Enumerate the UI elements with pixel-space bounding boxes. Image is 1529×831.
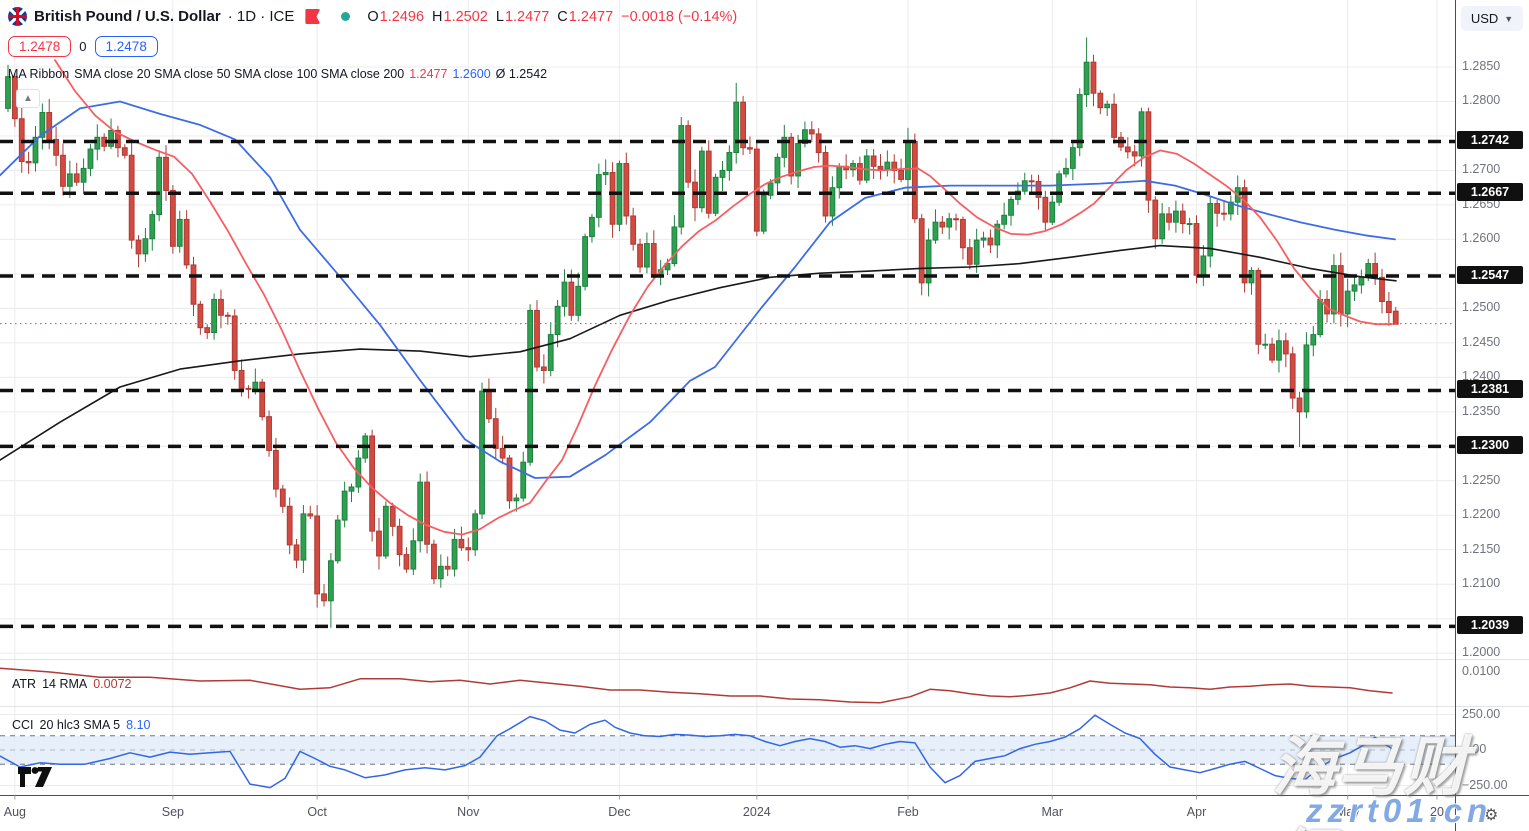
price-tick: 1.2200 <box>1462 507 1501 522</box>
price-tick: 1.2150 <box>1462 541 1501 556</box>
symbol-interval-exchange[interactable]: · 1D · ICE <box>227 8 295 25</box>
time-label: Mar <box>1041 805 1063 819</box>
level-price-label: 1.2381 <box>1457 380 1523 399</box>
tradingview-logo[interactable] <box>16 764 54 790</box>
price-tick: 1.2400 <box>1462 369 1501 384</box>
time-label: 20 <box>1430 805 1444 819</box>
market-status-icon[interactable] <box>341 12 351 21</box>
ohlc-values: O1.2496 H1.2502 L1.2477 C1.2477 −0.0018 … <box>367 8 738 25</box>
high-value: 1.2502 <box>443 8 488 25</box>
price-tick: 1.2250 <box>1462 472 1501 487</box>
gbp-flag-icon <box>8 7 27 26</box>
atr-legend[interactable]: ATR 14 RMA 0.0072 <box>12 677 131 691</box>
watermark-site: zzrt01.cn <box>1306 792 1493 829</box>
cci-legend[interactable]: CCI 20 hlc3 SMA 5 8.10 <box>12 718 150 732</box>
atr-params: 14 RMA <box>42 677 88 691</box>
price-tick: 1.2600 <box>1462 231 1501 246</box>
quote-widget: 1.2478 0 1.2478 <box>8 36 158 57</box>
price-tick: 1.2800 <box>1462 93 1501 108</box>
currency-selector[interactable]: USD ▼ <box>1461 6 1523 31</box>
time-label: Nov <box>457 805 480 819</box>
low-value: 1.2477 <box>504 8 550 25</box>
time-label: Dec <box>608 805 631 819</box>
time-label: May <box>1335 805 1360 819</box>
symbol-header[interactable]: British Pound / U.S. Dollar · 1D · ICE O… <box>8 7 737 26</box>
ma100-value: 1.2600 <box>452 67 491 81</box>
time-label: Feb <box>897 805 919 819</box>
indicator-params: SMA close 20 SMA close 50 SMA close 100 … <box>74 67 405 81</box>
time-label: Apr <box>1186 805 1207 819</box>
sell-button[interactable]: 1.2478 <box>8 36 72 57</box>
atr-tick: 0.0100 <box>1462 664 1501 678</box>
ma-ribbon-legend[interactable]: MA Ribbon SMA close 20 SMA close 50 SMA … <box>8 67 547 81</box>
price-tick: 1.2850 <box>1462 59 1501 73</box>
change-value: −0.0018 (−0.14%) <box>621 8 738 25</box>
time-axis[interactable]: Aug Sep Oct Nov Dec 2024 Feb Mar Apr May 20 <box>0 796 1529 831</box>
cci-params: 20 hlc3 SMA 5 <box>39 718 121 732</box>
level-price-label: 1.2547 <box>1457 265 1523 284</box>
level-price-label: 1.2300 <box>1457 436 1523 455</box>
atr-name: ATR <box>12 677 37 691</box>
close-value: 1.2477 <box>568 8 614 25</box>
collapse-legend-button[interactable]: ▲ <box>16 89 40 108</box>
level-price-label: 1.2742 <box>1457 131 1523 150</box>
indicator-name: MA Ribbon <box>8 67 70 81</box>
open-value: 1.2496 <box>379 8 425 25</box>
chevron-down-icon: ▼ <box>1504 13 1514 24</box>
cci-tick: 0.00 <box>1462 742 1487 756</box>
time-label: Aug <box>3 805 26 819</box>
chevron-up-icon: ▲ <box>23 92 33 104</box>
price-tick: 1.2450 <box>1462 334 1501 349</box>
watermark-cn: 海马财经 <box>1272 731 1470 831</box>
flagged-symbol-icon[interactable] <box>305 9 321 24</box>
level-price-label: 1.2667 <box>1457 183 1523 202</box>
price-tick: 1.2500 <box>1462 300 1501 315</box>
price-axis[interactable]: 1.2850 1.2800 1.2700 1.2650 1.2600 1.2500 1.24… <box>1456 0 1529 795</box>
symbol-title[interactable]: British Pound / U.S. Dollar <box>34 8 221 25</box>
cci-tick: −250.00 <box>1462 777 1508 792</box>
time-label: Oct <box>307 805 327 819</box>
buy-button[interactable]: 1.2478 <box>94 36 158 57</box>
price-tick: 1.2000 <box>1462 645 1501 660</box>
atr-value: 0.0072 <box>93 677 132 691</box>
time-label: 2024 <box>742 805 771 819</box>
price-tick: 1.2350 <box>1462 403 1501 418</box>
price-tick: 1.2700 <box>1462 162 1501 177</box>
price-tick: 1.2100 <box>1462 576 1501 591</box>
level-price-label: 1.2039 <box>1457 616 1523 635</box>
spread-value: 0 <box>79 39 87 54</box>
cci-tick: 250.00 <box>1462 706 1501 721</box>
cci-name: CCI <box>12 718 34 732</box>
time-label: Sep <box>161 805 184 819</box>
cci-value: 8.10 <box>126 718 151 732</box>
chart-settings-gear-icon[interactable]: ⚙ <box>1484 807 1499 824</box>
ma20-value: 1.2477 <box>409 67 448 81</box>
ma-avg-value: Ø 1.2542 <box>495 67 548 81</box>
